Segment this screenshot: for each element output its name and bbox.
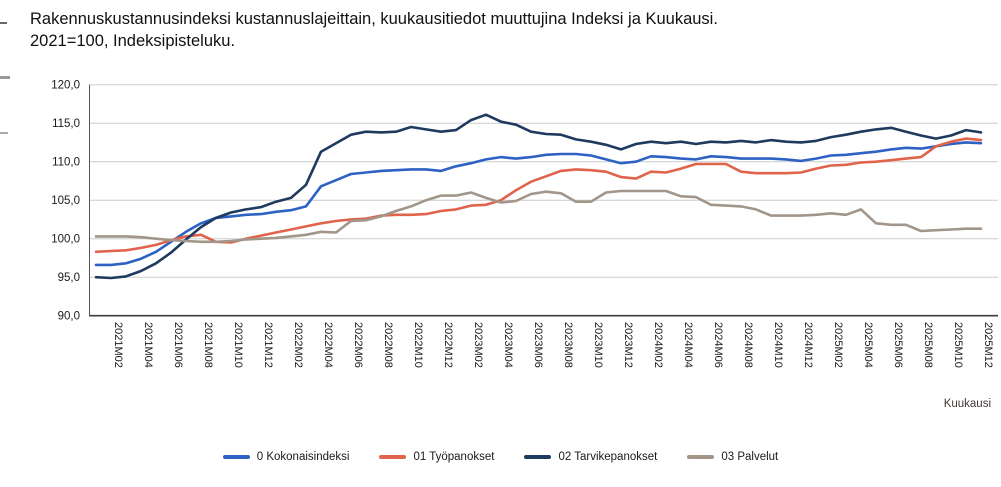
x-tick-label: 2025M12 bbox=[982, 322, 994, 368]
x-tick-label: 2023M04 bbox=[502, 322, 514, 368]
series-line bbox=[94, 113, 983, 280]
x-tick-label: 2024M06 bbox=[712, 322, 724, 368]
edge-dash-icon bbox=[0, 132, 8, 134]
x-tick-label: 2022M12 bbox=[442, 322, 454, 368]
chart-title-line2: 2021=100, Indeksipisteluku. bbox=[30, 32, 236, 51]
y-tick-label: 120,0 bbox=[51, 80, 80, 92]
x-tick-label: 2024M08 bbox=[742, 322, 754, 368]
legend-line-swatch-icon bbox=[222, 455, 250, 459]
chart-title-line1: Rakennuskustannusindeksi kustannuslajeit… bbox=[30, 10, 718, 28]
x-tick-label: 2024M04 bbox=[682, 322, 694, 368]
x-tick-label: 2024M10 bbox=[772, 322, 784, 368]
x-tick-label: 2022M04 bbox=[322, 322, 334, 368]
y-tick-label: 90,0 bbox=[58, 311, 80, 323]
legend-label: 01 Työpanokset bbox=[413, 451, 495, 463]
series-line bbox=[94, 189, 983, 244]
edge-dash-icon bbox=[0, 22, 7, 24]
x-tick-label: 2022M10 bbox=[412, 322, 424, 368]
y-tick-label: 95,0 bbox=[58, 272, 80, 284]
x-tick-label: 2025M10 bbox=[952, 322, 964, 368]
x-tick-label: 2023M08 bbox=[562, 322, 574, 368]
x-tick-label: 2021M06 bbox=[172, 322, 184, 368]
legend-item: 01 Työpanokset bbox=[379, 451, 494, 463]
x-tick-label: 2025M04 bbox=[862, 322, 874, 368]
x-tick-label: 2023M06 bbox=[532, 322, 544, 368]
x-tick-label: 2021M08 bbox=[202, 322, 214, 368]
legend-label: 03 Palvelut bbox=[721, 451, 779, 463]
legend-line-swatch-icon bbox=[524, 455, 552, 459]
x-tick-label: 2025M02 bbox=[832, 322, 844, 368]
x-tick-label: 2022M02 bbox=[292, 322, 304, 368]
y-tick-label: 100,0 bbox=[51, 234, 80, 246]
x-tick-label: 2023M10 bbox=[592, 322, 604, 368]
x-tick-label: 2023M12 bbox=[622, 322, 634, 368]
chart-title: Rakennuskustannusindeksi kustannuslajeit… bbox=[30, 8, 980, 53]
chart-legend: 0 Kokonaisindeksi 01 Työpanokset 02 Tarvik… bbox=[0, 451, 1001, 463]
series-line bbox=[94, 141, 983, 267]
y-tick-label: 115,0 bbox=[52, 118, 80, 130]
x-tick-label: 2024M12 bbox=[802, 322, 814, 368]
x-tick-label: 2021M12 bbox=[262, 322, 274, 368]
legend-item: 02 Tarvikepanokset bbox=[524, 451, 657, 463]
x-tick-label: 2021M10 bbox=[232, 322, 244, 368]
edge-dash-icon bbox=[0, 76, 10, 79]
x-tick-label: 2025M06 bbox=[892, 322, 904, 368]
y-tick-label: 105,0 bbox=[51, 195, 80, 207]
legend-label: 0 Kokonaisindeksi bbox=[256, 451, 350, 463]
x-tick-label: 2023M02 bbox=[472, 322, 484, 368]
x-tick-label: 2021M04 bbox=[142, 322, 154, 368]
x-tick-label: 2025M08 bbox=[922, 322, 934, 368]
legend-label: 02 Tarvikepanokset bbox=[558, 451, 658, 463]
legend-line-swatch-icon bbox=[379, 455, 407, 459]
x-tick-label: 2022M08 bbox=[382, 322, 394, 368]
legend-item: 0 Kokonaisindeksi bbox=[222, 451, 350, 463]
x-tick-label: 2024M02 bbox=[652, 322, 664, 368]
line-chart: 120,0 115,0 110,0 105,0 100,0 95,0 90,0 2021M02… bbox=[51, 80, 998, 410]
x-tick-label: 2021M02 bbox=[112, 322, 124, 368]
x-tick-label: 2022M06 bbox=[352, 322, 364, 368]
y-tick-label: 110,0 bbox=[52, 157, 80, 169]
legend-line-swatch-icon bbox=[687, 455, 715, 459]
legend-item: 03 Palvelut bbox=[687, 451, 778, 463]
x-axis-caption: Kuukausi bbox=[944, 398, 991, 410]
